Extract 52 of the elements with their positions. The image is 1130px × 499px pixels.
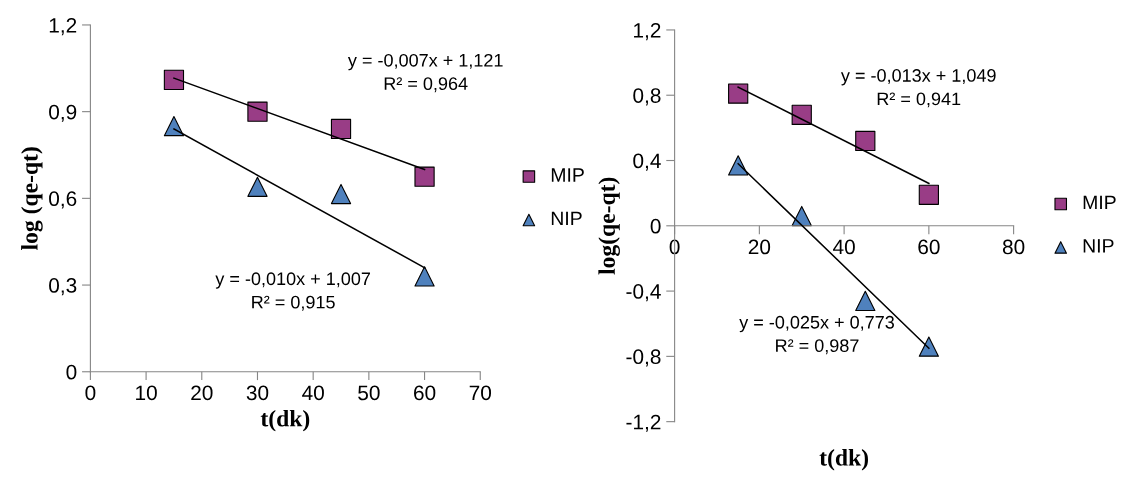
x-tick-label: 20 — [191, 385, 213, 401]
x-tick-label: 80 — [1002, 239, 1025, 255]
point — [247, 101, 268, 122]
y-tick-label: 1,2 — [634, 22, 661, 41]
y-tick-label: -0,4 — [626, 284, 661, 302]
x-tick-label: 60 — [414, 385, 436, 401]
y-axis-title: log (qe-qt) — [21, 147, 43, 251]
point — [414, 166, 435, 187]
y-tick-label: -1,2 — [626, 414, 661, 432]
legend-label: NIP — [551, 211, 582, 226]
point — [918, 336, 939, 357]
point — [791, 104, 812, 125]
point — [330, 118, 352, 140]
x-tick-label: 50 — [358, 385, 380, 401]
point — [414, 266, 435, 287]
y-tick-label: 0,6 — [49, 191, 77, 209]
point — [728, 155, 749, 176]
x-tick-label: 10 — [136, 385, 157, 401]
point — [855, 290, 876, 312]
annotation: y = -0,013x + 1,049 R² = 0,941 — [840, 69, 996, 108]
x-tick-label: 40 — [302, 385, 324, 401]
y-tick-label: 0 — [66, 364, 77, 380]
y-tick-label: 0,8 — [633, 88, 661, 106]
x-tick-label: 0 — [85, 385, 96, 401]
x-tick-label: 60 — [918, 239, 940, 255]
legend-label: MIP — [1083, 195, 1116, 210]
y-tick-label: 1,2 — [49, 17, 77, 36]
point — [330, 183, 352, 205]
point — [918, 184, 939, 205]
point — [728, 83, 749, 104]
point — [163, 115, 185, 137]
y-axis-title: log(qe-qt) — [598, 177, 620, 275]
y-tick-label: 0,3 — [49, 278, 77, 296]
x-tick-label: 0 — [669, 239, 680, 255]
point — [247, 176, 268, 197]
y-tick-label: 0,9 — [49, 104, 77, 122]
annotation: y = -0,025x + 0,773 R² = 0,987 — [739, 315, 894, 355]
x-tick-label: 40 — [833, 239, 855, 255]
legend-label: MIP — [551, 168, 584, 182]
legend-label: NIP — [1083, 239, 1114, 253]
point — [163, 69, 185, 90]
annotation: y = -0,007x + 1,121 R² = 0,964 — [347, 53, 503, 93]
x-axis-title: t(dk) — [260, 409, 310, 432]
x-axis-title: t(dk) — [819, 449, 868, 471]
x-tick-label: 20 — [748, 239, 771, 255]
x-tick-label: 30 — [246, 385, 269, 401]
y-tick-label: 0,4 — [633, 153, 661, 171]
y-tick-label: -0,8 — [626, 349, 661, 367]
y-tick-label: 0 — [650, 218, 661, 234]
point — [855, 130, 876, 152]
x-tick-label: 70 — [469, 385, 492, 401]
annotation: y = -0,010x + 1,007 R² = 0,915 — [215, 272, 371, 311]
